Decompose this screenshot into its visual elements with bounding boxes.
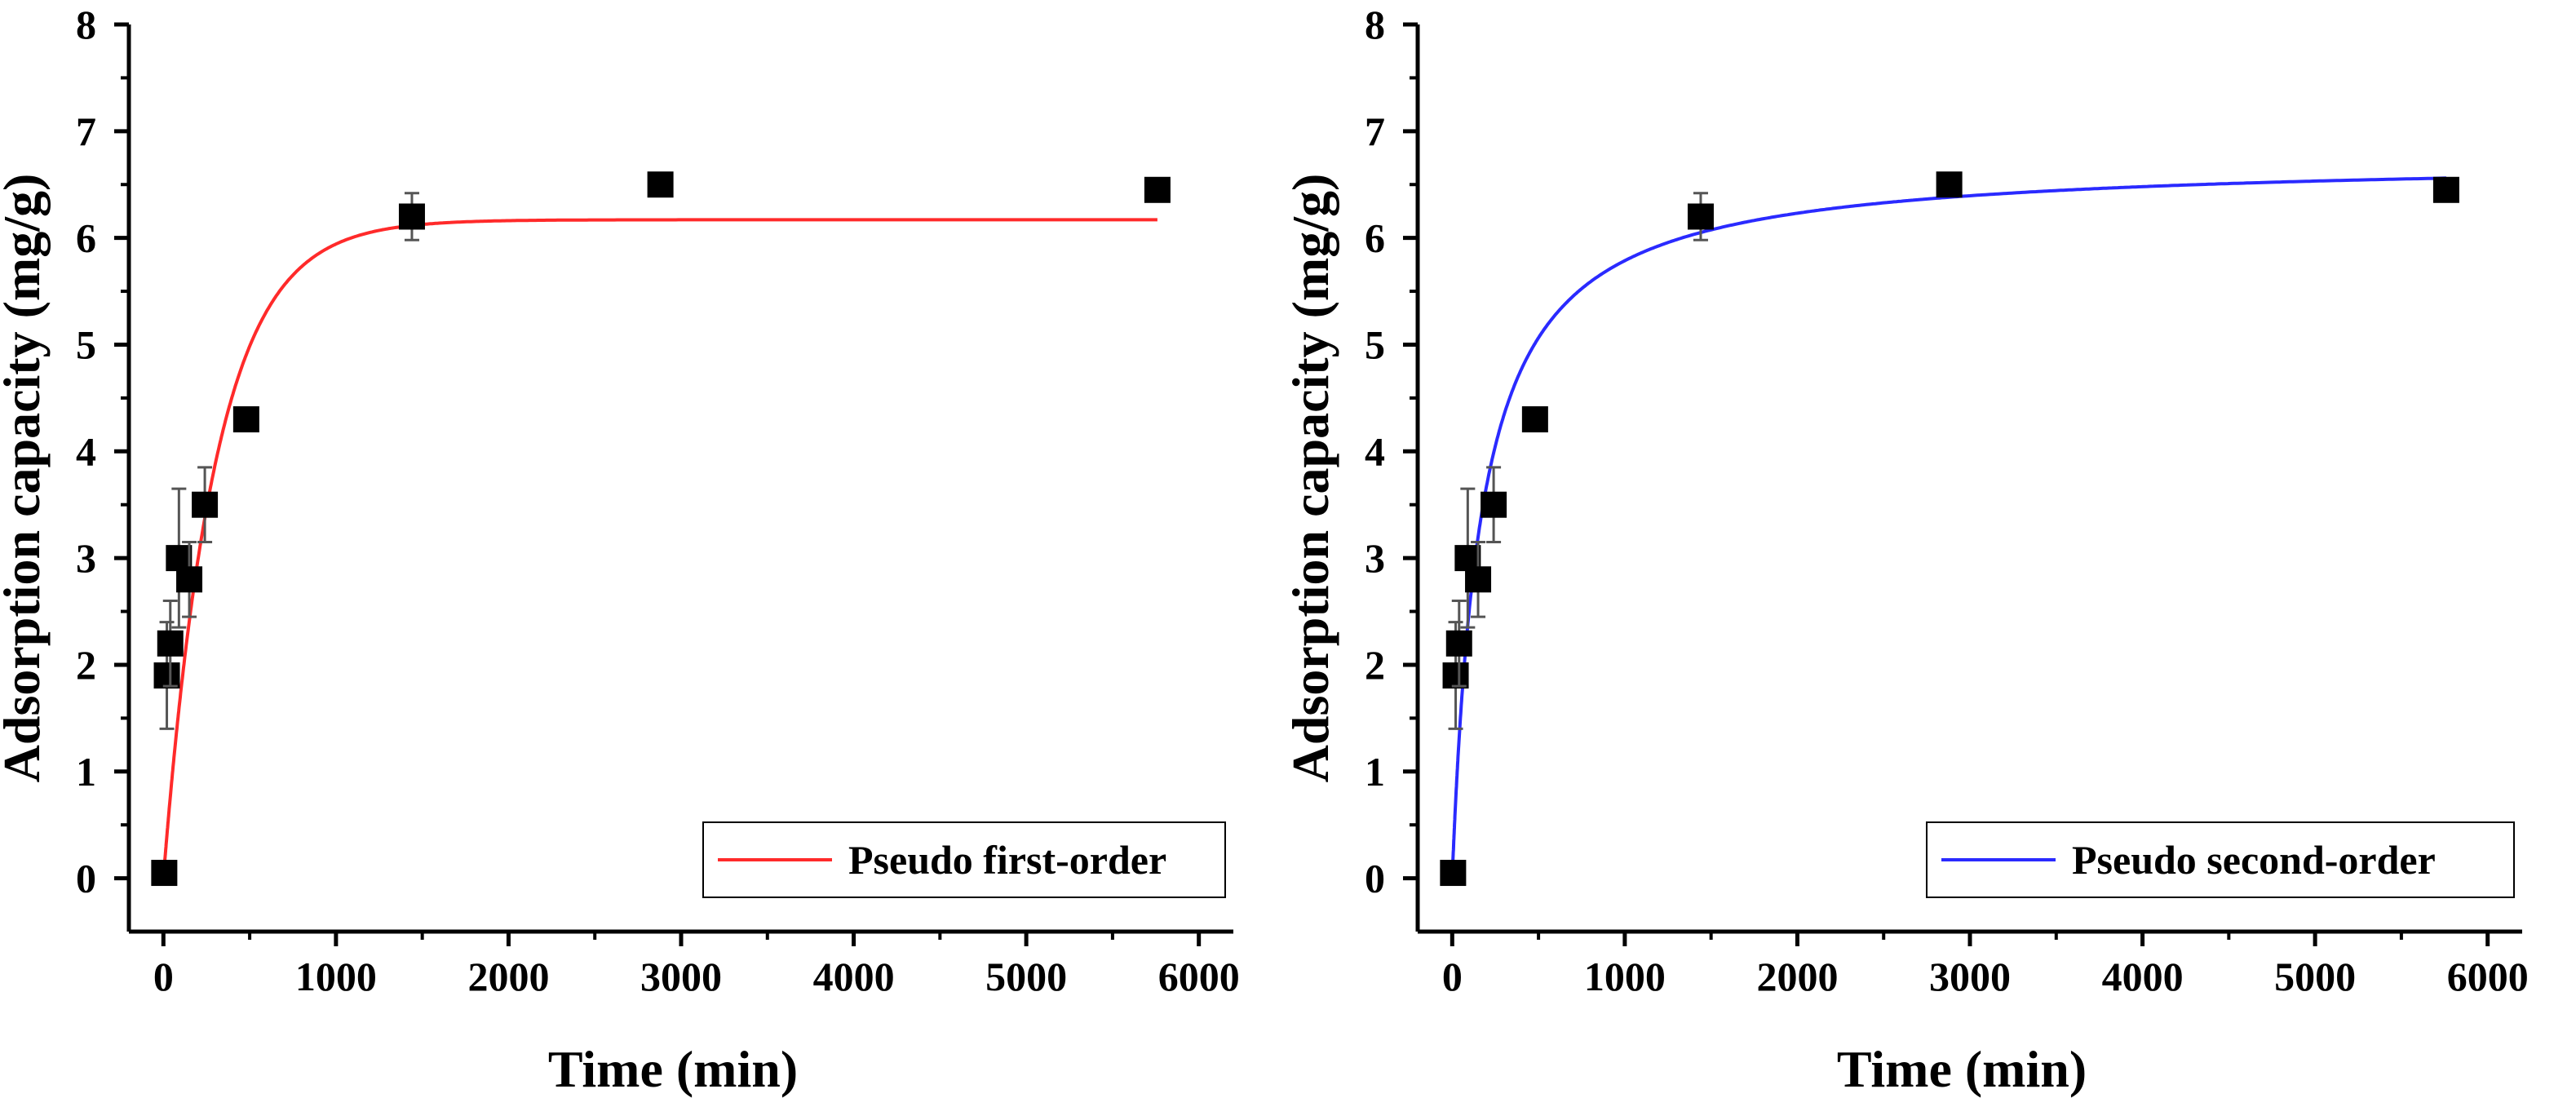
x-tick-label: 6000	[1158, 954, 1240, 999]
x-tick-label: 0	[1442, 954, 1463, 999]
x-tick-label: 1000	[295, 954, 377, 999]
y-tick-label: 8	[1365, 2, 1385, 47]
data-point	[232, 406, 259, 433]
data-point	[1445, 630, 1472, 657]
data-point	[151, 860, 178, 887]
y-tick-label: 7	[1365, 108, 1385, 154]
y-axis-title: Adsorption capacity (mg/g)	[1281, 174, 1339, 783]
x-axis-title: Time (min)	[1837, 1040, 2087, 1098]
x-tick-label: 1000	[1584, 954, 1666, 999]
y-tick-label: 0	[1365, 856, 1385, 901]
fit-curve-second-order	[1450, 176, 2446, 879]
data-point	[1440, 860, 1467, 887]
data-point	[1442, 662, 1469, 689]
y-tick-label: 4	[1365, 428, 1385, 474]
x-tick-label: 6000	[2447, 954, 2529, 999]
x-tick-label: 3000	[640, 954, 722, 999]
x-tick-label: 3000	[1929, 954, 2011, 999]
y-tick-label: 1	[1365, 749, 1385, 795]
legend-label: Pseudo second-order	[2072, 837, 2436, 883]
y-axis-title: Adsorption capacity (mg/g)	[0, 174, 51, 783]
y-tick-label: 2	[1365, 642, 1385, 688]
x-axis-title: Time (min)	[548, 1040, 798, 1098]
x-tick-label: 5000	[2274, 954, 2356, 999]
data-point	[1465, 566, 1492, 593]
fit-curve-first-order	[162, 218, 1157, 879]
x-tick-label: 4000	[2102, 954, 2184, 999]
x-tick-label: 4000	[813, 954, 895, 999]
y-tick-label: 4	[76, 428, 96, 474]
data-point	[647, 171, 674, 198]
data-point	[398, 203, 425, 230]
x-tick-label: 2000	[1756, 954, 1838, 999]
y-tick-label: 6	[1365, 215, 1385, 261]
y-tick-label: 1	[76, 749, 96, 795]
data-point	[1687, 203, 1714, 230]
x-tick-label: 2000	[467, 954, 549, 999]
y-tick-label: 5	[76, 321, 96, 367]
chart-panel-1: 0 1000 2000 3000 4000 5000 6000 0 1 2 3 4 5 6 7 8 Time (…	[0, 2, 1240, 1098]
y-tick-label: 3	[1365, 535, 1385, 581]
data-point	[2432, 176, 2459, 203]
data-point	[1521, 406, 1548, 433]
y-tick-label: 0	[76, 856, 96, 901]
data-point	[157, 630, 184, 657]
y-tick-label: 3	[76, 535, 96, 581]
data-point	[192, 491, 219, 518]
x-tick-label: 5000	[985, 954, 1067, 999]
data-point	[153, 662, 180, 689]
y-tick-label: 7	[76, 108, 96, 154]
y-tick-label: 2	[76, 642, 96, 688]
x-tick-label: 0	[153, 954, 174, 999]
legend-label: Pseudo first-order	[848, 837, 1166, 883]
data-point	[176, 566, 203, 593]
y-tick-label: 5	[1365, 321, 1385, 367]
y-tick-label: 8	[76, 2, 96, 47]
y-tick-label: 6	[76, 215, 96, 261]
data-point	[1144, 176, 1171, 203]
data-point	[1936, 171, 1963, 198]
data-point	[1481, 491, 1507, 518]
chart-panel-2: 0 1000 2000 3000 4000 5000 6000 0 1 2 3 4 5 6 7 8 Time (…	[1281, 2, 2529, 1098]
